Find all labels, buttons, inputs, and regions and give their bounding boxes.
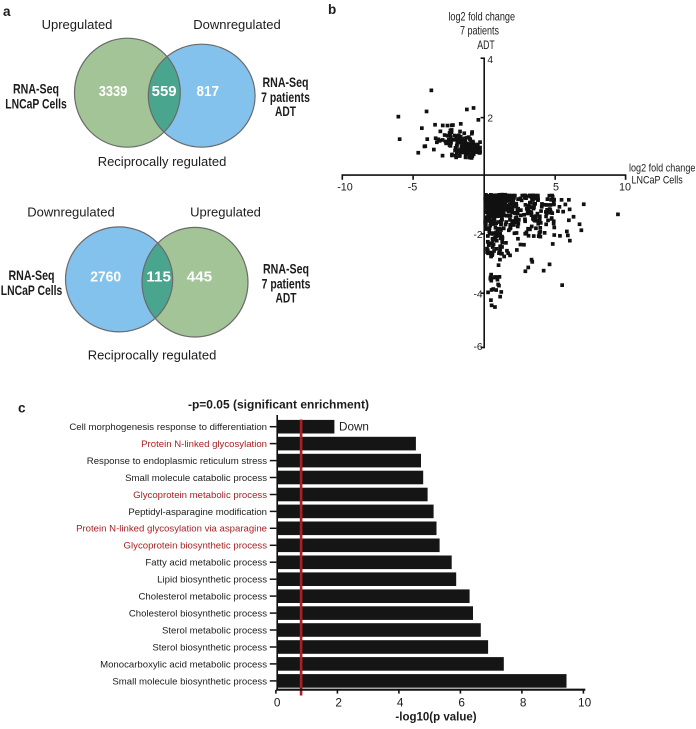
- svg-text:Sterol metabolic process: Sterol metabolic process: [162, 625, 267, 636]
- svg-text:RNA-Seq: RNA-Seq: [9, 267, 55, 283]
- svg-text:-6: -6: [473, 342, 482, 353]
- svg-text:Upregulated: Upregulated: [190, 205, 261, 220]
- svg-text:Sterol biosynthetic process: Sterol biosynthetic process: [152, 642, 267, 653]
- svg-text:559: 559: [152, 84, 177, 100]
- svg-text:5: 5: [553, 182, 559, 194]
- svg-text:6: 6: [458, 695, 465, 709]
- svg-text:2: 2: [335, 695, 342, 709]
- svg-text:Downregulated: Downregulated: [193, 17, 280, 32]
- svg-text:RNA-Seq: RNA-Seq: [13, 81, 59, 97]
- svg-text:817: 817: [197, 84, 220, 100]
- svg-text:-p=0.05 (significant enrichmen: -p=0.05 (significant enrichment): [188, 398, 369, 412]
- svg-text:Glycoprotein biosynthetic proc: Glycoprotein biosynthetic process: [124, 541, 268, 552]
- svg-text:Small molecule catabolic proce: Small molecule catabolic process: [125, 473, 267, 484]
- svg-text:log2 fold change: log2 fold change: [629, 163, 695, 175]
- svg-text:Cholesterol metabolic process: Cholesterol metabolic process: [138, 592, 267, 603]
- svg-text:b: b: [328, 2, 336, 17]
- svg-text:Reciprocally regulated: Reciprocally regulated: [98, 154, 227, 169]
- svg-text:ADT: ADT: [276, 290, 297, 306]
- svg-text:LNCaP Cells: LNCaP Cells: [5, 96, 67, 112]
- svg-text:RNA-Seq: RNA-Seq: [263, 261, 309, 277]
- svg-text:Fatty acid metabolic process: Fatty acid metabolic process: [145, 558, 267, 569]
- svg-text:Downregulated: Downregulated: [27, 205, 114, 220]
- svg-text:2: 2: [487, 113, 493, 124]
- svg-text:10: 10: [578, 695, 592, 709]
- svg-text:c: c: [18, 401, 26, 416]
- svg-text:2760: 2760: [90, 269, 121, 285]
- svg-text:-10: -10: [337, 182, 353, 194]
- svg-text:Monocarboxylic acid metabolic: Monocarboxylic acid metabolic process: [100, 659, 267, 670]
- svg-text:LNCaP Cells: LNCaP Cells: [632, 174, 684, 186]
- svg-text:ADT: ADT: [275, 103, 296, 119]
- svg-text:Response to endoplasmic reticu: Response to endoplasmic reticulum stress: [87, 456, 267, 467]
- svg-text:Cholesterol biosynthetic proce: Cholesterol biosynthetic process: [129, 609, 267, 620]
- svg-text:-2: -2: [473, 230, 482, 241]
- svg-text:4: 4: [397, 695, 404, 709]
- svg-text:Small molecule biosynthetic pr: Small molecule biosynthetic process: [112, 676, 267, 687]
- svg-text:Lipid biosynthetic process: Lipid biosynthetic process: [157, 575, 267, 586]
- svg-text:-4: -4: [473, 289, 482, 300]
- svg-text:Protein N-linked glycosylation: Protein N-linked glycosylation: [141, 439, 267, 450]
- svg-text:115: 115: [146, 269, 171, 285]
- svg-text:-log10(p value): -log10(p value): [395, 712, 476, 724]
- svg-text:Reciprocally regulated: Reciprocally regulated: [88, 347, 217, 362]
- svg-text:7 patients: 7 patients: [460, 23, 499, 37]
- svg-text:4: 4: [487, 55, 493, 66]
- svg-text:7 patients: 7 patients: [262, 276, 311, 292]
- svg-text:Down: Down: [339, 421, 369, 434]
- svg-text:Upregulated: Upregulated: [42, 17, 113, 32]
- svg-text:Glycoprotein metabolic process: Glycoprotein metabolic process: [133, 490, 267, 501]
- svg-text:0: 0: [274, 695, 281, 709]
- svg-text:445: 445: [187, 269, 213, 285]
- svg-text:a: a: [3, 4, 11, 19]
- svg-text:8: 8: [520, 695, 527, 709]
- svg-text:RNA-Seq: RNA-Seq: [263, 74, 309, 90]
- svg-text:Protein N-linked glycosylation: Protein N-linked glycosylation via aspar…: [76, 524, 267, 535]
- svg-text:ADT: ADT: [477, 38, 495, 52]
- svg-text:Peptidyl-asparagine modificati: Peptidyl-asparagine modification: [128, 507, 267, 518]
- svg-text:log2 fold change: log2 fold change: [448, 10, 515, 24]
- svg-text:Cell morphogenesis response to: Cell morphogenesis response to different…: [69, 422, 267, 433]
- svg-text:3339: 3339: [99, 84, 128, 100]
- svg-text:7 patients: 7 patients: [261, 89, 310, 105]
- svg-text:-5: -5: [408, 182, 418, 194]
- svg-text:10: 10: [619, 182, 631, 194]
- svg-text:LNCaP Cells: LNCaP Cells: [1, 282, 63, 298]
